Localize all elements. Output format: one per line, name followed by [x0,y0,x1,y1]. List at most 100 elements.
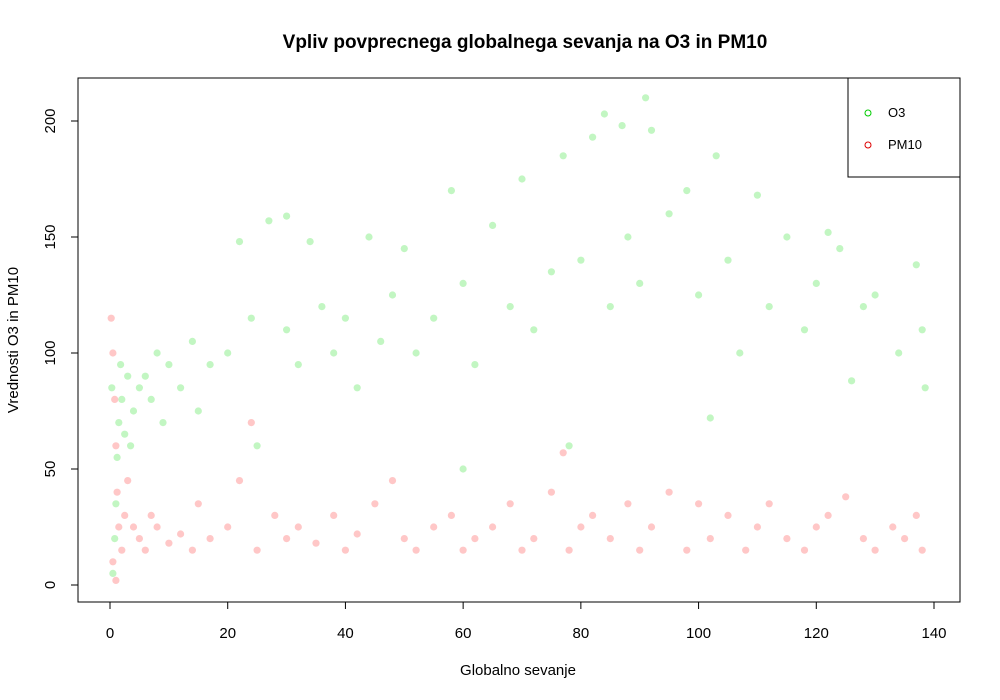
point-pm10-67 [871,546,879,554]
y-tick-label-0: 0 [42,581,59,589]
point-o3-18 [177,384,185,392]
point-o3-30 [306,238,314,246]
point-o3-76 [859,303,868,311]
point-pm10-33 [388,477,397,485]
point-o3-28 [283,326,291,334]
point-o3-3 [113,453,121,461]
point-o3-59 [642,94,650,102]
point-o3-64 [706,414,714,422]
x-tick-label-3: 60 [455,625,472,642]
point-pm10-50 [624,500,632,508]
point-o3-70 [783,233,791,241]
point-pm10-60 [765,500,773,508]
point-o3-77 [871,291,879,299]
legend: O3 PM10 [847,77,961,178]
point-o3-74 [836,245,844,253]
point-o3-35 [365,233,373,241]
point-pm10-49 [606,535,614,543]
point-pm10-15 [153,523,161,531]
point-pm10-70 [912,511,920,519]
point-pm10-7 [121,511,129,519]
point-o3-43 [459,279,467,287]
point-o3-49 [547,268,556,276]
point-pm10-12 [135,535,143,543]
point-pm10-45 [559,449,567,457]
point-pm10-44 [547,488,556,496]
point-pm10-24 [253,546,261,554]
point-pm10-56 [706,535,714,543]
point-o3-0 [109,569,117,578]
x-tick-label-2: 40 [337,625,354,642]
point-pm10-17 [177,530,185,538]
point-o3-81 [921,384,929,392]
point-o3-13 [141,372,149,380]
x-tick-label-5: 100 [686,625,711,642]
point-o3-55 [606,303,614,311]
point-pm10-42 [518,546,526,554]
point-pm10-47 [577,523,585,531]
x-tick-label-4: 80 [573,625,590,642]
point-o3-25 [253,442,261,450]
y-axis-label: Vrednosti O3 in PM10 [5,267,22,413]
point-o3-34 [353,384,361,392]
point-o3-12 [135,384,143,392]
point-pm10-23 [247,419,255,427]
point-pm10-6 [118,546,126,554]
point-o3-73 [824,228,832,236]
point-pm10-66 [859,535,868,543]
point-pm10-59 [753,523,762,531]
point-pm10-51 [636,546,644,554]
point-o3-15 [153,349,161,357]
point-pm10-40 [489,523,497,531]
point-o3-11 [129,407,138,415]
point-o3-26 [265,217,273,225]
point-pm10-32 [371,500,379,508]
point-o3-65 [712,152,720,160]
series-pm10 [107,314,926,585]
point-pm10-1 [109,349,117,357]
point-o3-14 [147,395,155,403]
x-tick-label-7: 140 [921,625,946,642]
point-o3-17 [165,361,173,369]
point-o3-32 [330,349,338,357]
point-o3-67 [736,349,744,357]
point-o3-36 [377,337,385,345]
point-o3-2 [112,500,120,508]
point-pm10-3 [112,442,120,450]
point-pm10-61 [783,535,791,543]
point-o3-29 [294,361,302,369]
point-o3-23 [235,238,244,246]
point-o3-19 [188,337,196,345]
points-layer [107,94,929,585]
point-o3-53 [589,133,597,141]
point-o3-75 [848,377,856,385]
point-o3-63 [695,291,703,299]
point-o3-8 [108,384,116,392]
point-o3-69 [765,303,773,311]
chart-title: Vpliv povprecnega globalnega sevanja na … [283,32,768,53]
point-o3-51 [565,442,573,450]
y-tick-label-2: 100 [42,340,59,365]
point-o3-56 [618,122,626,130]
point-pm10-2 [111,395,119,403]
point-pm10-36 [430,523,438,531]
point-pm10-62 [800,546,809,554]
point-pm10-52 [647,523,656,531]
point-pm10-10 [112,576,120,585]
point-o3-21 [206,361,214,369]
point-pm10-37 [447,511,455,519]
point-o3-62 [683,187,691,195]
point-pm10-20 [206,535,214,543]
point-o3-5 [118,395,126,403]
y-axis: 0 50 100 150 200 [42,108,79,589]
point-o3-38 [400,245,408,253]
point-pm10-34 [400,535,408,543]
point-o3-33 [341,314,349,322]
plot-frame [77,77,961,603]
point-o3-80 [918,326,926,334]
point-o3-48 [530,326,538,334]
point-pm10-53 [665,488,673,496]
point-pm10-16 [165,539,173,547]
point-pm10-4 [113,488,121,496]
